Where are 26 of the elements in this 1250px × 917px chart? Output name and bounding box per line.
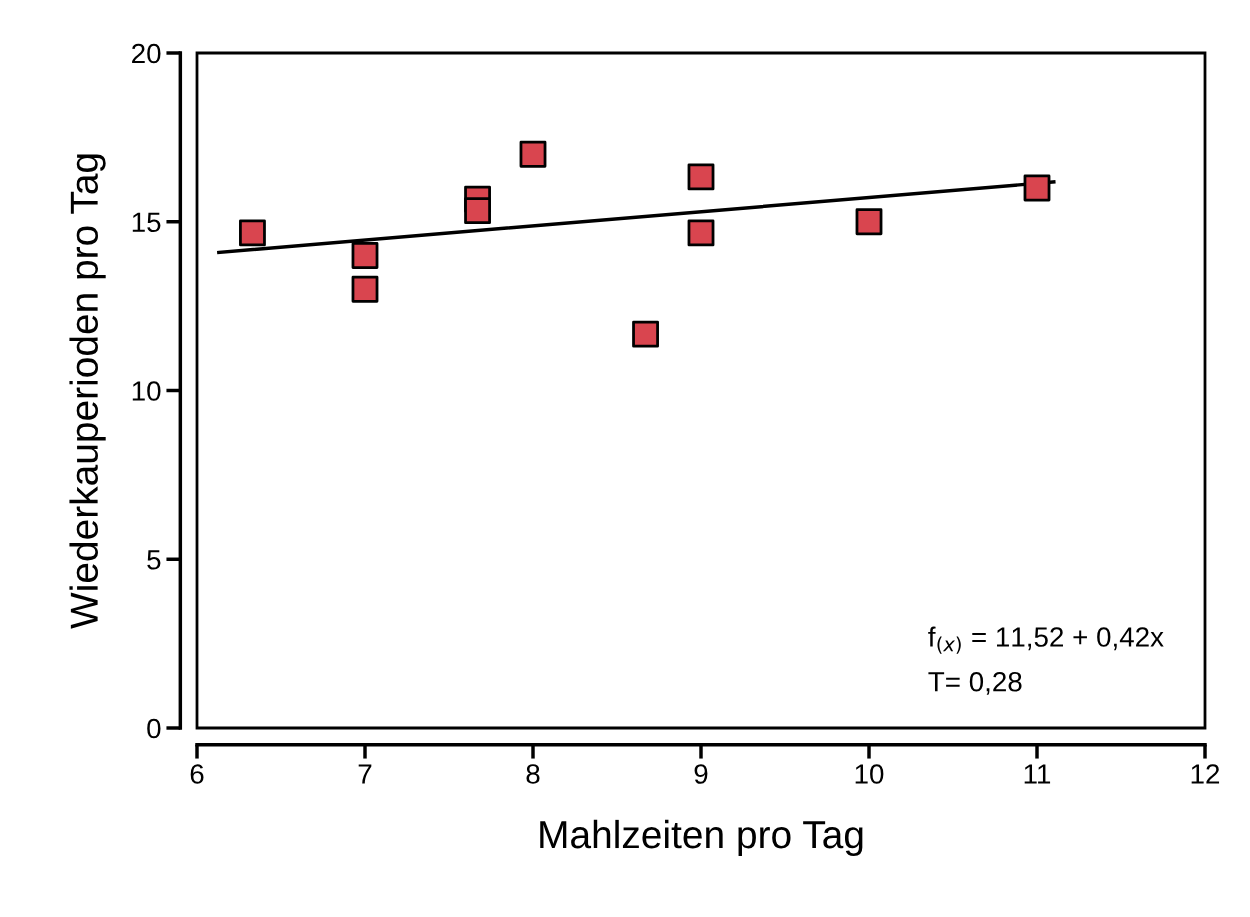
point [519,140,547,168]
annotation: f$_{(x)}$ = 11,52 + 0,42x [928,626,1164,654]
x-tick-label: 11 [1024,764,1051,784]
x-tick-label: 7 [358,764,372,784]
x-tick-label: 8 [526,764,540,784]
point [687,219,715,247]
y-tick-label: 15 [132,212,161,233]
point [1023,174,1051,202]
y-tick-label: 20 [132,43,161,64]
y-tick-label: 10 [132,381,161,401]
y-tick-label: 0 [147,718,161,739]
annotation: T= 0,28 [928,671,1022,695]
x-tick-label: 10 [855,764,884,784]
y-tick-label: 5 [147,550,161,570]
x-tick-label: 6 [190,764,204,784]
point [351,275,379,303]
point [687,163,715,191]
point [464,197,491,225]
x-tick-label: 9 [694,764,708,784]
x-tick-label: 12 [1191,764,1220,784]
point [855,208,883,236]
point [632,320,659,348]
point [239,219,266,247]
point [351,242,379,269]
x-axis-title: Mahlzeiten pro Tag [540,819,863,857]
y-axis-title: Wiederkauperioden pro Tag [69,154,106,629]
